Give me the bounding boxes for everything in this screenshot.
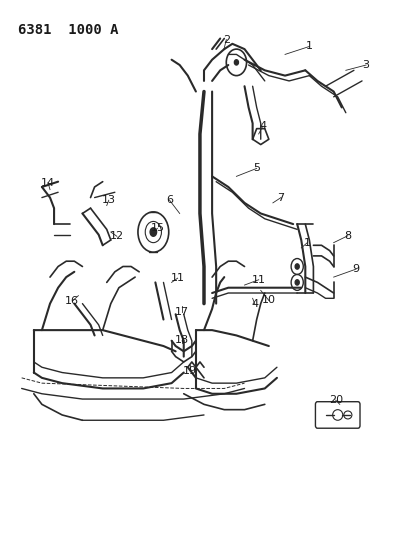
Text: 1: 1 xyxy=(304,238,311,248)
Text: 8: 8 xyxy=(344,231,351,241)
Text: 9: 9 xyxy=(353,264,359,274)
Text: 16: 16 xyxy=(65,296,79,306)
Text: 5: 5 xyxy=(253,164,260,173)
Circle shape xyxy=(150,228,157,236)
Text: 14: 14 xyxy=(41,177,55,188)
Text: 4: 4 xyxy=(259,121,266,131)
Text: 10: 10 xyxy=(262,295,276,305)
Text: 11: 11 xyxy=(252,274,266,285)
Text: 17: 17 xyxy=(175,306,189,317)
Text: 13: 13 xyxy=(102,195,116,205)
Circle shape xyxy=(234,60,238,65)
Text: 20: 20 xyxy=(328,395,343,405)
Text: 12: 12 xyxy=(110,231,124,241)
Text: 2: 2 xyxy=(223,35,230,45)
Text: 11: 11 xyxy=(171,273,185,283)
FancyBboxPatch shape xyxy=(315,402,360,428)
Text: 4: 4 xyxy=(251,298,258,309)
Text: 1: 1 xyxy=(306,42,313,52)
Text: 6381  1000 A: 6381 1000 A xyxy=(18,22,118,37)
Circle shape xyxy=(295,280,299,285)
Text: 18: 18 xyxy=(175,335,189,345)
Circle shape xyxy=(295,264,299,269)
Text: 15: 15 xyxy=(151,223,164,233)
Text: 7: 7 xyxy=(277,192,284,203)
Text: 3: 3 xyxy=(363,60,370,70)
Text: 6: 6 xyxy=(166,195,173,205)
Text: 19: 19 xyxy=(183,366,197,376)
